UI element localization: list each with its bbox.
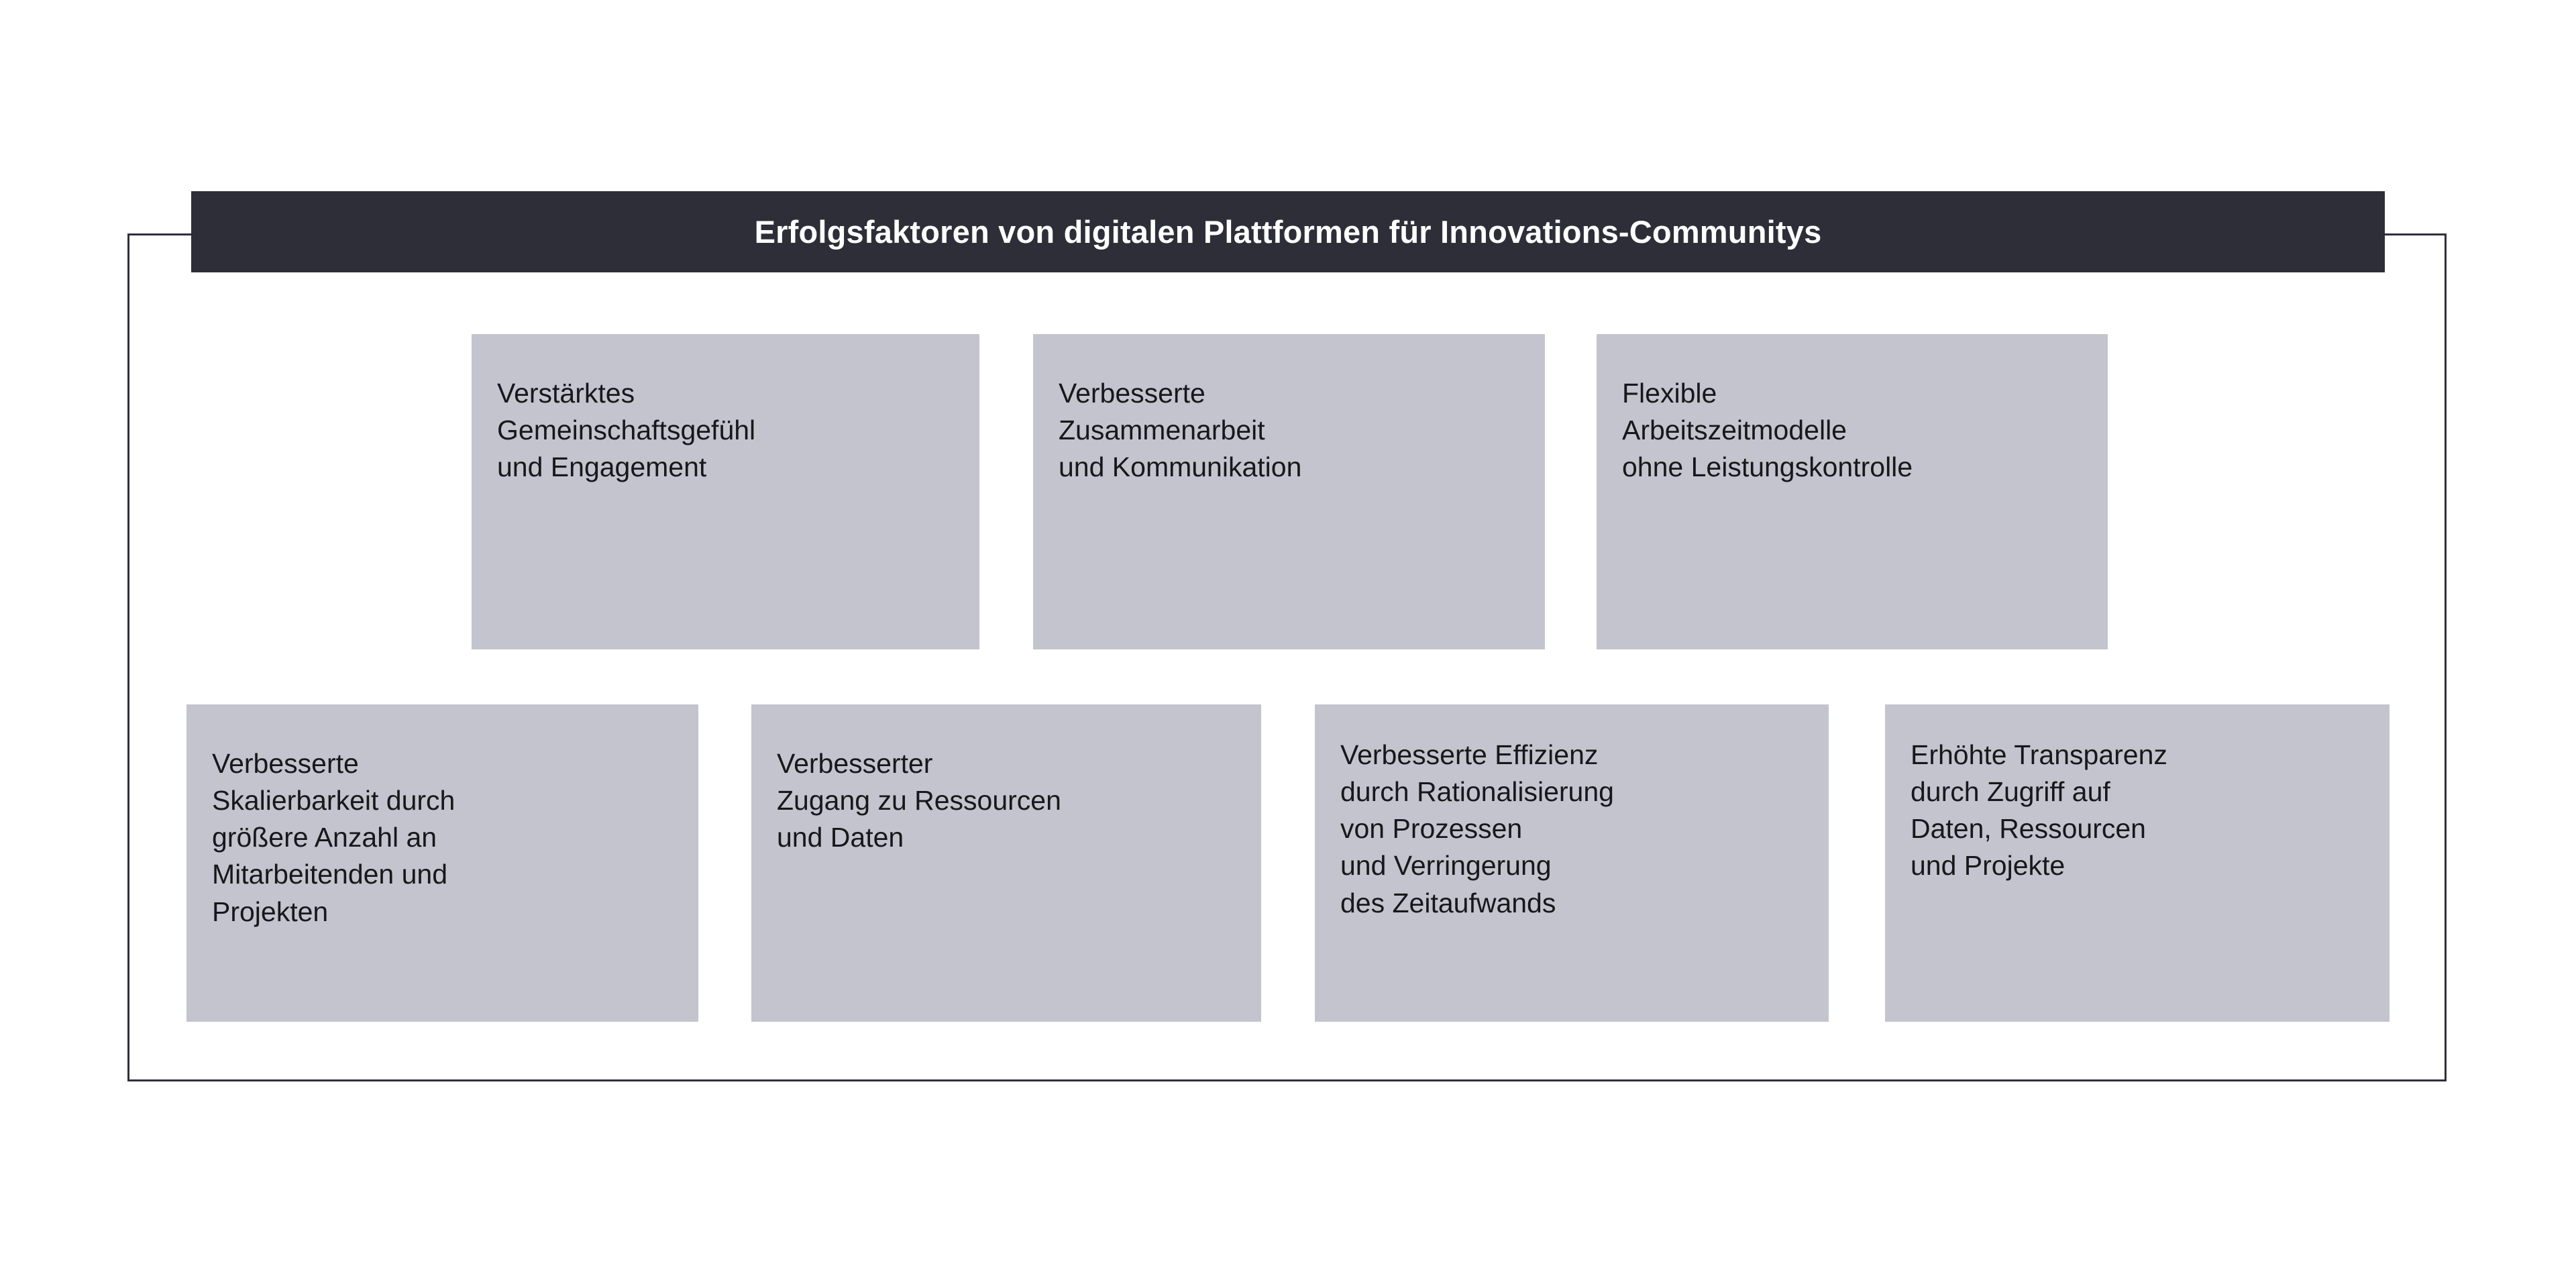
diagram-title-bar: Erfolgsfaktoren von digitalen Plattforme…	[191, 191, 2385, 272]
factor-box-2-label: Verbesserte Zusammenarbeit und Kommunika…	[1059, 378, 1302, 483]
factor-box-4-label: Verbesserte Skalierbarkeit durch größere…	[212, 748, 455, 927]
factor-box-1: Verstärktes Gemeinschaftsgefühl und Enga…	[472, 334, 979, 649]
factor-box-5: Verbesserter Zugang zu Ressourcen und Da…	[751, 704, 1261, 1022]
factor-box-7: Erhöhte Transparenz durch Zugriff auf Da…	[1885, 704, 2390, 1022]
factor-box-3: Flexible Arbeitszeitmodelle ohne Leistun…	[1597, 334, 2108, 649]
factor-box-4: Verbesserte Skalierbarkeit durch größere…	[186, 704, 698, 1022]
factor-box-1-label: Verstärktes Gemeinschaftsgefühl und Enga…	[497, 378, 756, 483]
factor-box-7-label: Erhöhte Transparenz durch Zugriff auf Da…	[1911, 739, 2167, 882]
factor-box-3-label: Flexible Arbeitszeitmodelle ohne Leistun…	[1622, 378, 1913, 483]
factor-box-6: Verbesserte Effizienz durch Rationalisie…	[1315, 704, 1829, 1022]
factor-box-5-label: Verbesserter Zugang zu Ressourcen und Da…	[777, 748, 1061, 853]
factor-box-6-label: Verbesserte Effizienz durch Rationalisie…	[1340, 739, 1614, 918]
page-title: Erfolgsfaktoren von digitalen Plattforme…	[754, 214, 1822, 250]
factor-box-2: Verbesserte Zusammenarbeit und Kommunika…	[1033, 334, 1545, 649]
